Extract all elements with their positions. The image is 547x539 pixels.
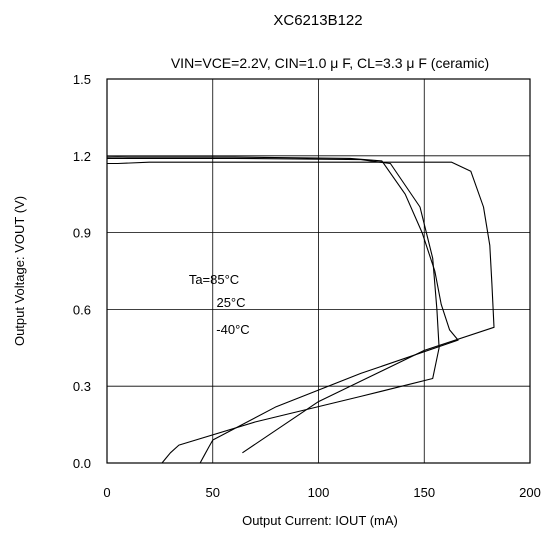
x-tick-label: 200 [519, 485, 541, 500]
y-tick-label: 0.9 [73, 226, 91, 241]
series-line-3 [107, 161, 495, 454]
plot-frame [106, 78, 531, 464]
y-tick-label: 1.2 [73, 149, 91, 164]
annotation-ta-25: 25°C [216, 295, 245, 310]
y-tick-label: 0.0 [73, 456, 91, 471]
x-tick-label: 100 [308, 485, 330, 500]
y-axis-label: Output Voltage: VOUT (V) [12, 196, 27, 346]
grid [107, 79, 530, 463]
y-tick-label: 0.3 [73, 379, 91, 394]
chart-title: XC6213B122 [273, 12, 362, 29]
x-tick-label: 150 [413, 485, 435, 500]
annotation-ta-minus40: -40°C [216, 322, 249, 337]
series-line-1 [106, 156, 459, 464]
x-tick-label: 50 [206, 485, 220, 500]
tick-labels: 0 50 100 150 200 0.0 0.3 0.6 0.9 1.2 1.5 [73, 72, 541, 500]
series-line-2 [107, 157, 440, 464]
series-lines [106, 156, 495, 464]
y-tick-label: 0.6 [73, 302, 91, 317]
x-axis-label: Output Current: IOUT (mA) [242, 513, 398, 528]
x-tick-label: 0 [103, 485, 110, 500]
annotation-ta-85: Ta=85°C [189, 272, 239, 287]
y-tick-label: 1.5 [73, 72, 91, 87]
chart-subtitle: VIN=VCE=2.2V, CIN=1.0 μ F, CL=3.3 μ F (c… [171, 55, 489, 71]
